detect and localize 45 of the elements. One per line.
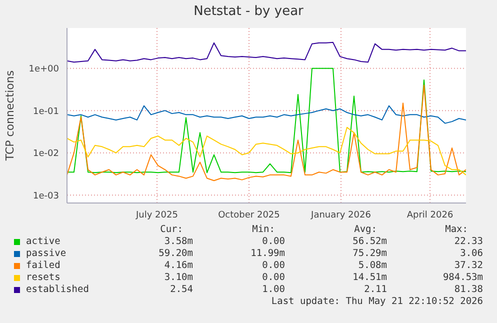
legend-label: resets — [26, 272, 60, 283]
legend-label: established — [26, 284, 89, 295]
x-tick-label: July 2025 — [135, 210, 178, 220]
y-tick-label: 1e-01 — [33, 106, 59, 117]
line-series — [67, 105, 466, 124]
text: 75.29m — [352, 248, 387, 259]
text: 81.38 — [454, 284, 483, 295]
text: 22.33 — [454, 236, 483, 247]
line-series — [67, 126, 466, 176]
y-tick-label: 1e-02 — [33, 149, 59, 160]
y-axis-title: TCP connections — [4, 70, 17, 161]
text: 3.58m — [164, 236, 193, 247]
text: 3.06 — [460, 248, 483, 259]
text: 56.52m — [352, 236, 387, 247]
text: Avg: — [354, 224, 377, 235]
legend-label: failed — [26, 260, 60, 271]
text: 37.32 — [454, 260, 483, 271]
text: Cur: — [160, 224, 183, 235]
text: 14.51m — [352, 272, 387, 283]
text: 984.53m — [442, 272, 483, 283]
text: 0.00 — [262, 272, 285, 283]
legend-label: passive — [26, 248, 66, 259]
text: 3.10m — [164, 272, 193, 283]
text: 1.00 — [262, 284, 285, 295]
text: 59.20m — [158, 248, 193, 259]
y-tick-label: 1e+00 — [28, 64, 60, 75]
text: 2.11 — [364, 284, 387, 295]
chart-title: Netstat - by year — [192, 4, 304, 19]
text: 0.00 — [262, 236, 285, 247]
text: 2.54 — [170, 284, 193, 295]
line-series — [67, 42, 466, 63]
legend-label: active — [26, 236, 60, 247]
text: 4.16m — [164, 260, 193, 271]
text: Last update: Thu May 21 22:10:52 2026 — [271, 296, 483, 307]
line-series — [67, 84, 466, 182]
text: 0.00 — [262, 260, 285, 271]
x-tick-label: April 2026 — [406, 210, 454, 220]
x-tick-label: January 2026 — [310, 210, 372, 220]
text: Max: — [445, 224, 468, 235]
text: Min: — [252, 224, 275, 235]
text: 11.99m — [250, 248, 285, 259]
x-tick-label: October 2025 — [218, 210, 280, 220]
y-tick-label: 1e-03 — [33, 191, 59, 202]
line-series — [67, 68, 466, 174]
text: 5.08m — [358, 260, 387, 271]
